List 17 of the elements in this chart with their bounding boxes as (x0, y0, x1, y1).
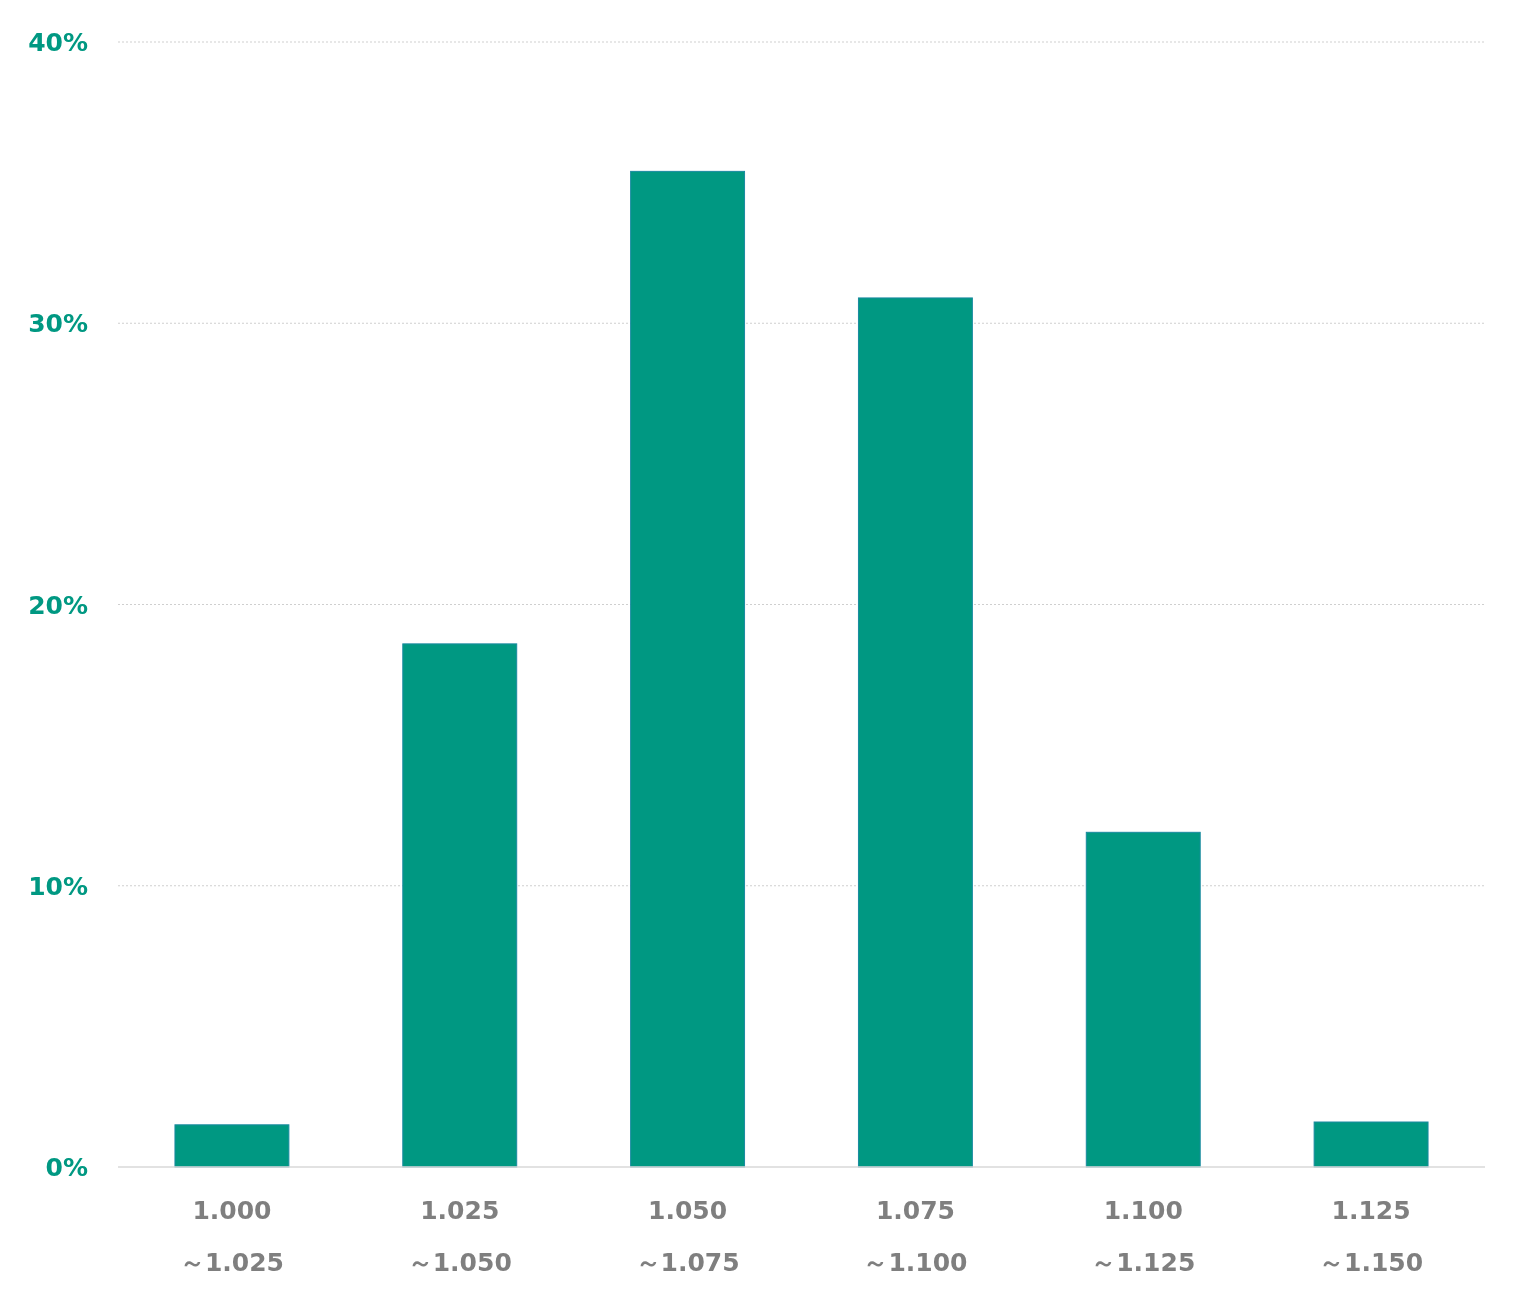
y-tick-label: 10% (28, 871, 88, 901)
bar (1313, 1121, 1429, 1168)
bar (174, 1124, 290, 1168)
y-tick-label: 20% (28, 590, 88, 620)
bar (857, 297, 973, 1168)
bar (402, 643, 518, 1168)
x-tick-label: 1.025 ～1.050 (407, 1196, 512, 1277)
bar (1085, 831, 1201, 1168)
x-tick-label: 1.125 ～1.150 (1319, 1196, 1424, 1277)
x-tick-label: 1.100 ～1.125 (1091, 1196, 1196, 1277)
x-tick-label: 1.075 ～1.100 (863, 1196, 968, 1277)
bar (630, 170, 746, 1168)
y-tick-label: 30% (28, 309, 88, 339)
x-tick-label: 1.000 ～1.025 (179, 1196, 284, 1277)
y-tick-label: 40% (28, 28, 88, 57)
y-tick-label: 0% (45, 1153, 88, 1182)
x-tick-label: 1.050 ～1.075 (635, 1196, 740, 1277)
